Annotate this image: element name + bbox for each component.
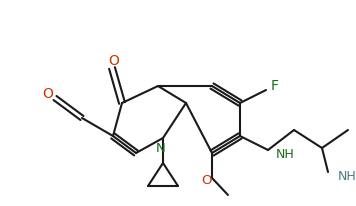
Text: O: O [43,87,53,101]
Text: NH₂: NH₂ [338,170,356,183]
Text: O: O [202,173,212,186]
Text: NH: NH [276,147,295,160]
Text: N: N [156,142,166,154]
Text: O: O [109,54,119,68]
Text: F: F [271,79,279,93]
